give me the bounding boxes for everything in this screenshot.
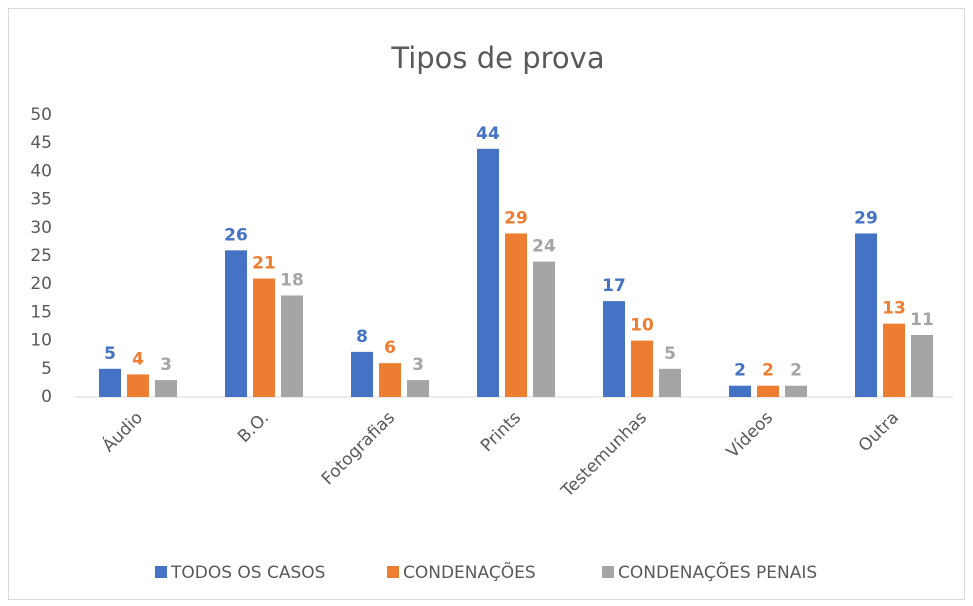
value-label: 2 (790, 361, 802, 381)
bar (99, 368, 121, 397)
value-label: 13 (882, 299, 906, 319)
y-tick-label: 35 (30, 190, 52, 210)
legend-swatch (155, 566, 167, 578)
value-label: 8 (356, 327, 368, 347)
value-label: 10 (630, 316, 654, 336)
y-tick-label: 45 (30, 133, 52, 153)
value-label: 5 (104, 344, 116, 364)
bar (757, 385, 779, 397)
value-label: 11 (910, 310, 934, 330)
y-tick-label: 5 (41, 359, 52, 379)
value-label: 5 (664, 344, 676, 364)
bar (127, 374, 149, 397)
y-tick-label: 15 (30, 302, 52, 322)
bar (603, 301, 625, 397)
legend-label: TODOS OS CASOS (170, 563, 325, 583)
value-label: 17 (602, 276, 626, 296)
legend-swatch (602, 566, 614, 578)
y-tick-label: 30 (30, 218, 52, 238)
bar (477, 148, 499, 397)
value-label: 3 (160, 355, 172, 375)
y-tick-label: 25 (30, 246, 52, 266)
value-label: 4 (132, 349, 144, 369)
bar (225, 250, 247, 397)
y-tick-label: 0 (41, 387, 52, 407)
bar (253, 278, 275, 397)
value-label: 2 (762, 361, 774, 381)
bar (631, 340, 653, 397)
legend-swatch (387, 566, 399, 578)
value-label: 21 (252, 254, 276, 274)
value-label: 2 (734, 361, 746, 381)
bar (785, 385, 807, 397)
value-label: 6 (384, 338, 396, 358)
y-tick-label: 40 (30, 161, 52, 181)
y-tick-label: 10 (30, 331, 52, 351)
bar (855, 233, 877, 397)
value-label: 44 (476, 124, 500, 144)
chart-title: Tipos de prova (390, 41, 604, 75)
legend-label: CONDENAÇÕES (403, 561, 536, 583)
y-tick-label: 20 (30, 274, 52, 294)
bar (407, 380, 429, 397)
bar (659, 368, 681, 397)
bar (533, 261, 555, 397)
legend-label: CONDENAÇÕES PENAIS (618, 561, 817, 583)
value-label: 3 (412, 355, 424, 375)
bar (505, 233, 527, 397)
bar (883, 323, 905, 397)
value-label: 29 (504, 208, 528, 228)
bar (379, 363, 401, 397)
bar (155, 380, 177, 397)
bar (351, 351, 373, 397)
value-label: 18 (280, 270, 304, 290)
value-label: 29 (854, 208, 878, 228)
value-label: 26 (224, 225, 248, 245)
bar (729, 385, 751, 397)
y-tick-label: 50 (30, 105, 52, 125)
bar (911, 334, 933, 397)
bar (281, 295, 303, 397)
value-label: 24 (532, 237, 556, 257)
